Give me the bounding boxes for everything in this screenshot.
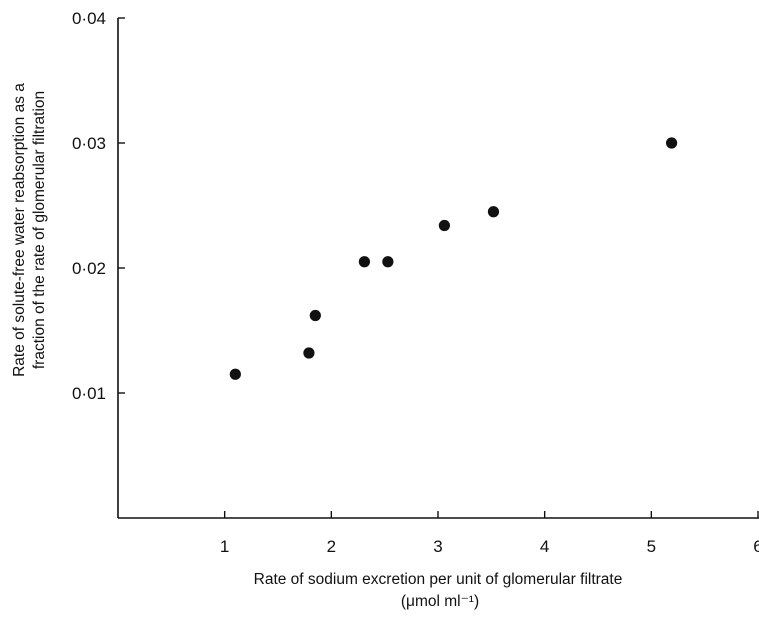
y-tick-label: 0·03 — [72, 134, 106, 153]
y-tick-label: 0·04 — [72, 9, 106, 28]
x-tick-label: 3 — [433, 537, 442, 556]
y-axis-label-line2: fraction of the rate of glomerular filtr… — [31, 91, 48, 369]
data-point — [358, 256, 370, 268]
y-tick-label: 0·02 — [72, 259, 106, 278]
y-axis-label-line1: Rate of solute-free water reabsorption a… — [11, 83, 28, 377]
data-point — [382, 256, 394, 268]
x-axis-label: Rate of sodium excretion per unit of glo… — [254, 571, 623, 588]
x-tick-label: 6 — [753, 537, 759, 556]
data-point — [438, 219, 450, 232]
data-point — [666, 137, 678, 149]
x-axis-unit-label: (μmol ml⁻¹) — [401, 593, 479, 610]
x-tick-label: 1 — [220, 537, 229, 556]
x-tick-label: 4 — [540, 537, 549, 556]
data-points — [229, 137, 678, 380]
plot-area: 1 2 3 4 5 6 0·01 0·02 0·03 0·04 — [72, 9, 759, 556]
data-point — [229, 368, 241, 380]
x-tick-label: 5 — [647, 537, 656, 556]
data-point — [487, 206, 500, 218]
y-axis-ticks: 0·01 0·02 0·03 0·04 — [72, 9, 125, 403]
x-axis-ticks: 1 2 3 4 5 6 — [220, 511, 759, 556]
x-tick-label: 2 — [327, 537, 336, 556]
data-point — [309, 309, 321, 322]
y-tick-label: 0·01 — [72, 384, 106, 403]
data-point — [303, 347, 315, 359]
